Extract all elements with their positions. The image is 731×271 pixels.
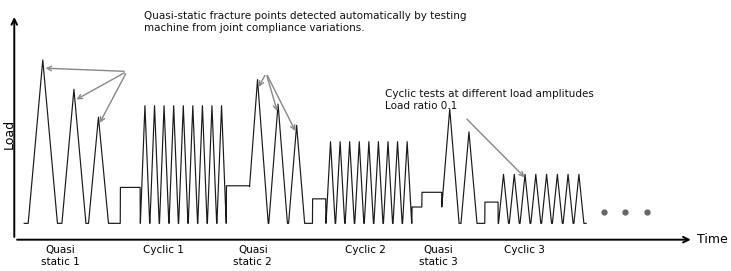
- Text: Quasi
static 3: Quasi static 3: [419, 246, 458, 267]
- Text: Cyclic 1: Cyclic 1: [143, 246, 183, 255]
- Text: Quasi
static 2: Quasi static 2: [233, 246, 272, 267]
- Text: Cyclic 3: Cyclic 3: [504, 246, 545, 255]
- Text: Cyclic tests at different load amplitudes
Load ratio 0.1: Cyclic tests at different load amplitude…: [385, 89, 594, 111]
- Text: Load: Load: [3, 118, 16, 149]
- Text: Quasi
static 1: Quasi static 1: [41, 246, 80, 267]
- Text: Cyclic 2: Cyclic 2: [345, 246, 386, 255]
- Text: Time: Time: [697, 233, 727, 246]
- Text: Quasi-static fracture points detected automatically by testing
machine from join: Quasi-static fracture points detected au…: [143, 11, 466, 33]
